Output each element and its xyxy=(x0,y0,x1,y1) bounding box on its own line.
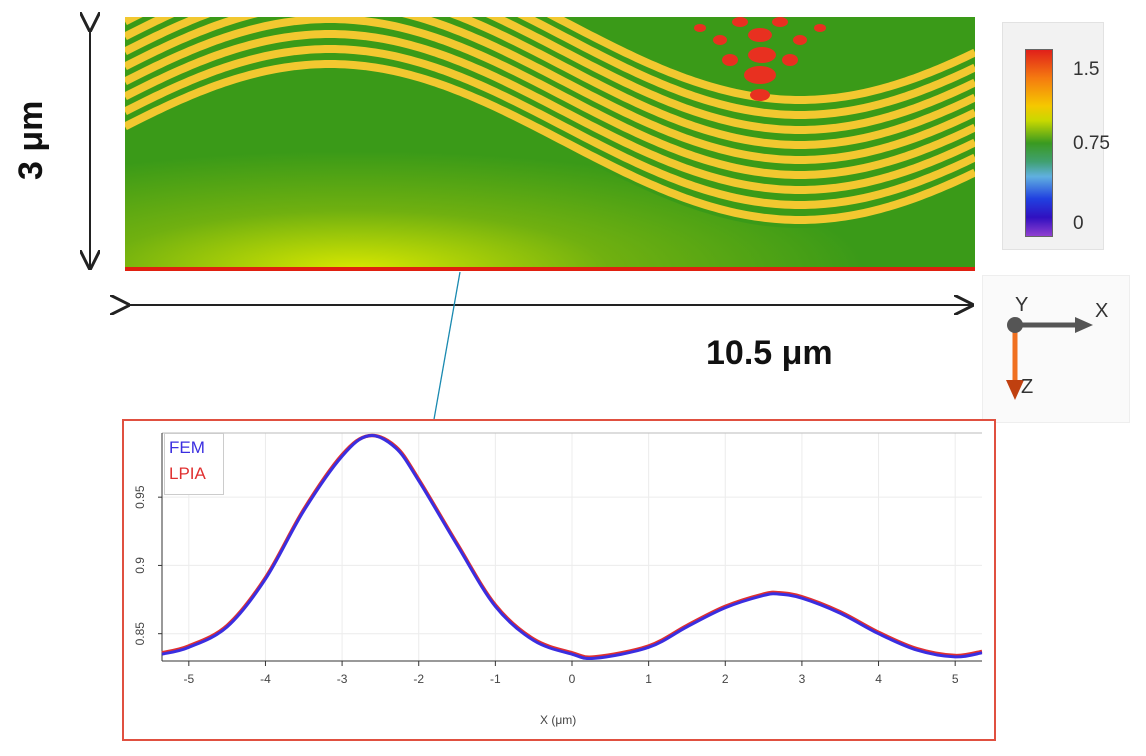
chart-svg: -5 -4 -3 -2 -1 0 1 2 3 4 5 0.85 0.9 0.95 xyxy=(133,432,983,686)
axis-z-label: Z xyxy=(1021,376,1034,398)
x-tick-label: 2 xyxy=(722,672,729,686)
interference-spot xyxy=(814,24,826,32)
axes-triad: Y X Z xyxy=(982,275,1130,423)
probe-line-pointer xyxy=(433,271,461,420)
field-heatmap xyxy=(125,17,975,269)
axes-triad-icon xyxy=(1006,317,1093,400)
field-lower-region xyxy=(125,72,975,269)
x-axis-label: X (μm) xyxy=(540,713,577,727)
x-tick-label: -2 xyxy=(413,672,424,686)
x-tick-label: 0 xyxy=(569,672,576,686)
interference-spot xyxy=(748,47,776,63)
x-tick-label: -1 xyxy=(490,672,501,686)
interference-spot xyxy=(744,66,776,84)
field-band xyxy=(125,30,975,194)
interference-spot xyxy=(748,28,772,42)
y-tick-label: 0.95 xyxy=(133,485,147,509)
line-chart: -5 -4 -3 -2 -1 0 1 2 3 4 5 0.85 0.9 0.95 FEM LPIA X (… xyxy=(122,419,996,741)
interference-spot xyxy=(750,89,770,101)
interference-spot xyxy=(732,17,748,27)
x-tick-label: 1 xyxy=(645,672,652,686)
colorbar-gradient xyxy=(1025,49,1053,237)
x-tick-label: -3 xyxy=(337,672,348,686)
y-tick-label: 0.85 xyxy=(133,622,147,646)
axis-x-label: X xyxy=(1095,300,1109,322)
interference-spot xyxy=(694,24,706,32)
series-line-fem xyxy=(161,434,983,661)
interference-spot xyxy=(793,35,807,45)
axis-y-label: Y xyxy=(1015,294,1029,316)
interference-spot xyxy=(782,54,798,66)
x-tick-label: 5 xyxy=(952,672,959,686)
x-tick-label: -5 xyxy=(183,672,194,686)
colorbar: 1.5 0.75 0 xyxy=(1002,22,1110,250)
interference-spot xyxy=(713,35,727,45)
field-map xyxy=(0,0,975,420)
interference-spot xyxy=(772,17,788,27)
height-label: 3 μm xyxy=(12,100,50,180)
x-tick-label: 3 xyxy=(799,672,806,686)
width-label: 10.5 μm xyxy=(706,334,833,372)
field-band xyxy=(125,17,975,179)
field-band xyxy=(125,45,975,209)
legend-lpia: LPIA xyxy=(169,464,206,483)
field-band xyxy=(125,17,975,119)
colorbar-tick: 1.5 xyxy=(1073,59,1100,80)
field-band xyxy=(125,60,975,224)
field-band xyxy=(546,17,975,104)
field-band xyxy=(125,17,975,164)
legend-fem: FEM xyxy=(169,438,205,457)
colorbar-tick: 0.75 xyxy=(1073,133,1110,154)
colorbar-tick: 0 xyxy=(1073,213,1084,234)
chart-legend: FEM LPIA xyxy=(164,433,224,495)
y-tick-label: 0.9 xyxy=(133,557,147,574)
bottom-boundary-line xyxy=(125,267,975,271)
field-band xyxy=(125,17,975,134)
interference-spot xyxy=(722,54,738,66)
x-tick-label: 4 xyxy=(875,672,882,686)
field-band xyxy=(125,17,975,149)
x-tick-label: -4 xyxy=(260,672,271,686)
